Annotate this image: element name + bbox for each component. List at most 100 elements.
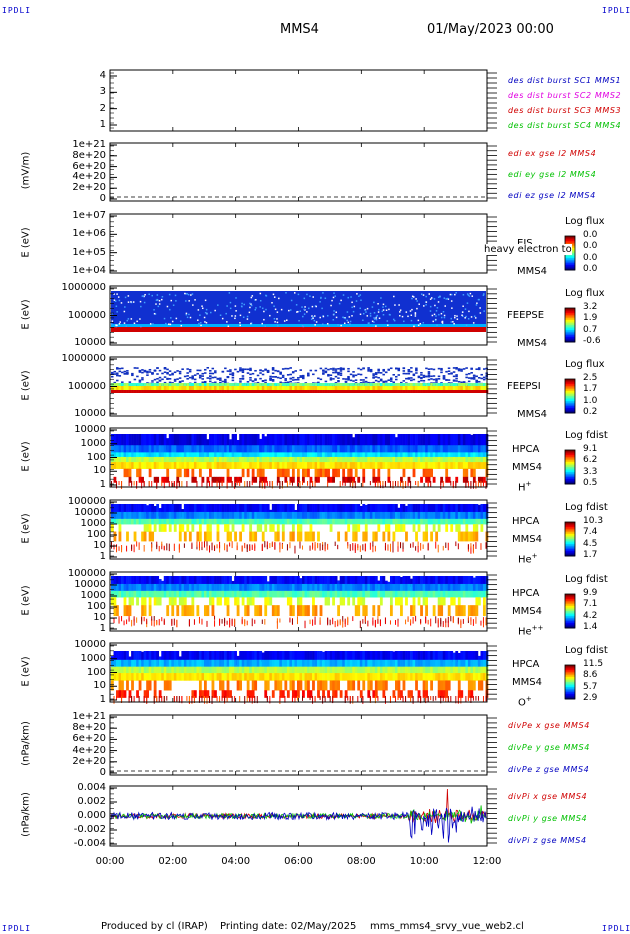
spec-cell <box>138 456 142 463</box>
spec-dot <box>111 323 113 325</box>
spec-dot <box>367 368 370 371</box>
spec-cell <box>342 452 346 458</box>
spec-cell <box>274 383 278 387</box>
spec-cell <box>422 518 426 525</box>
spec-cell <box>480 576 484 585</box>
spec-dot <box>201 372 204 375</box>
spec-cell <box>317 468 320 478</box>
spec-cell <box>430 590 434 598</box>
spec-cell <box>274 590 278 598</box>
spec-cell <box>173 651 177 661</box>
spec-cell <box>116 445 119 453</box>
spec-streak <box>178 543 180 550</box>
spec-dot <box>339 374 343 376</box>
spec-cell <box>216 452 220 458</box>
spec-cell <box>156 383 160 387</box>
spec-cell <box>151 452 155 458</box>
spec-streak <box>455 541 457 547</box>
spec-streak <box>480 481 482 487</box>
spec-dot <box>186 372 189 374</box>
spec-cell <box>148 673 152 681</box>
spec-cell <box>296 383 300 387</box>
spec-cell <box>415 462 418 469</box>
spec-streak <box>319 696 321 701</box>
spec-cell <box>344 476 348 483</box>
spec-cell <box>236 386 240 390</box>
spec-cell <box>445 456 449 463</box>
spec-cell <box>118 690 122 698</box>
spec-dot <box>432 375 436 377</box>
colorbar-swatch <box>565 528 575 531</box>
spec-dot <box>140 325 142 328</box>
spec-dot <box>400 381 403 384</box>
spec-cell <box>143 390 147 393</box>
spec-dot <box>447 379 451 381</box>
spec-cell <box>118 456 122 463</box>
spec-cell <box>186 590 190 598</box>
spec-cell <box>181 452 185 458</box>
spec-cell <box>387 456 391 463</box>
spec-dot <box>312 315 314 318</box>
spec-cell <box>186 576 190 585</box>
spec-cell <box>296 468 300 478</box>
spec-cell <box>118 531 122 542</box>
spec-cell <box>226 651 230 661</box>
spec-cell <box>153 445 157 453</box>
spec-cell <box>322 390 325 393</box>
spec-cell <box>455 583 459 592</box>
spec-dot <box>483 310 485 312</box>
spec-cell <box>447 390 451 393</box>
colorbar-swatch <box>565 319 575 323</box>
spec-dot <box>407 372 411 375</box>
spec-cell <box>319 590 323 598</box>
spec-dot <box>204 311 207 314</box>
spec-cell <box>123 390 127 393</box>
spec-dot <box>141 371 144 374</box>
spec-cell <box>334 590 338 598</box>
spec-cell <box>236 511 240 520</box>
spec-cell <box>307 518 310 525</box>
spec-cell <box>465 456 469 463</box>
spec-cell <box>347 390 351 393</box>
spec-cell <box>377 390 381 393</box>
spec-cell <box>447 456 451 463</box>
spec-dot <box>273 296 276 298</box>
spec-dot <box>434 318 437 321</box>
spec-cell <box>209 531 212 542</box>
spec-cell <box>143 666 147 674</box>
spec-cell <box>214 504 217 513</box>
spec-dot <box>467 294 470 296</box>
spec-cell <box>269 456 273 463</box>
spec-streak <box>216 696 218 702</box>
spec-cell <box>382 590 386 598</box>
spec-cell <box>224 386 227 390</box>
spec-streak <box>163 696 165 703</box>
spec-cell <box>412 576 416 585</box>
spec-cell <box>425 524 428 532</box>
spec-cell <box>244 666 248 674</box>
spec-cell <box>183 666 187 674</box>
spec-cell <box>206 386 210 390</box>
spec-dot <box>231 376 235 379</box>
spec-cell <box>214 651 217 661</box>
spec-dot <box>279 377 282 380</box>
spec-dot <box>399 309 402 311</box>
spec-dot <box>241 378 245 380</box>
spec-cell <box>259 383 263 387</box>
spec-cell <box>400 504 403 513</box>
spec-dot <box>214 376 217 379</box>
spec-cell <box>437 390 441 393</box>
spec-dot <box>475 368 478 370</box>
colorbar-swatch <box>565 241 575 244</box>
spec-cell <box>374 434 378 446</box>
colorbar-swatch <box>565 314 575 317</box>
spec-cell <box>214 383 217 387</box>
spec-dot <box>334 295 336 297</box>
spec-cell <box>281 445 285 453</box>
colorbar-swatch <box>565 523 575 526</box>
spec-dot <box>447 382 451 384</box>
spec-cell <box>430 462 434 469</box>
spec-cell <box>271 383 275 387</box>
spec-dot <box>254 379 257 381</box>
spec-cell <box>166 666 170 674</box>
